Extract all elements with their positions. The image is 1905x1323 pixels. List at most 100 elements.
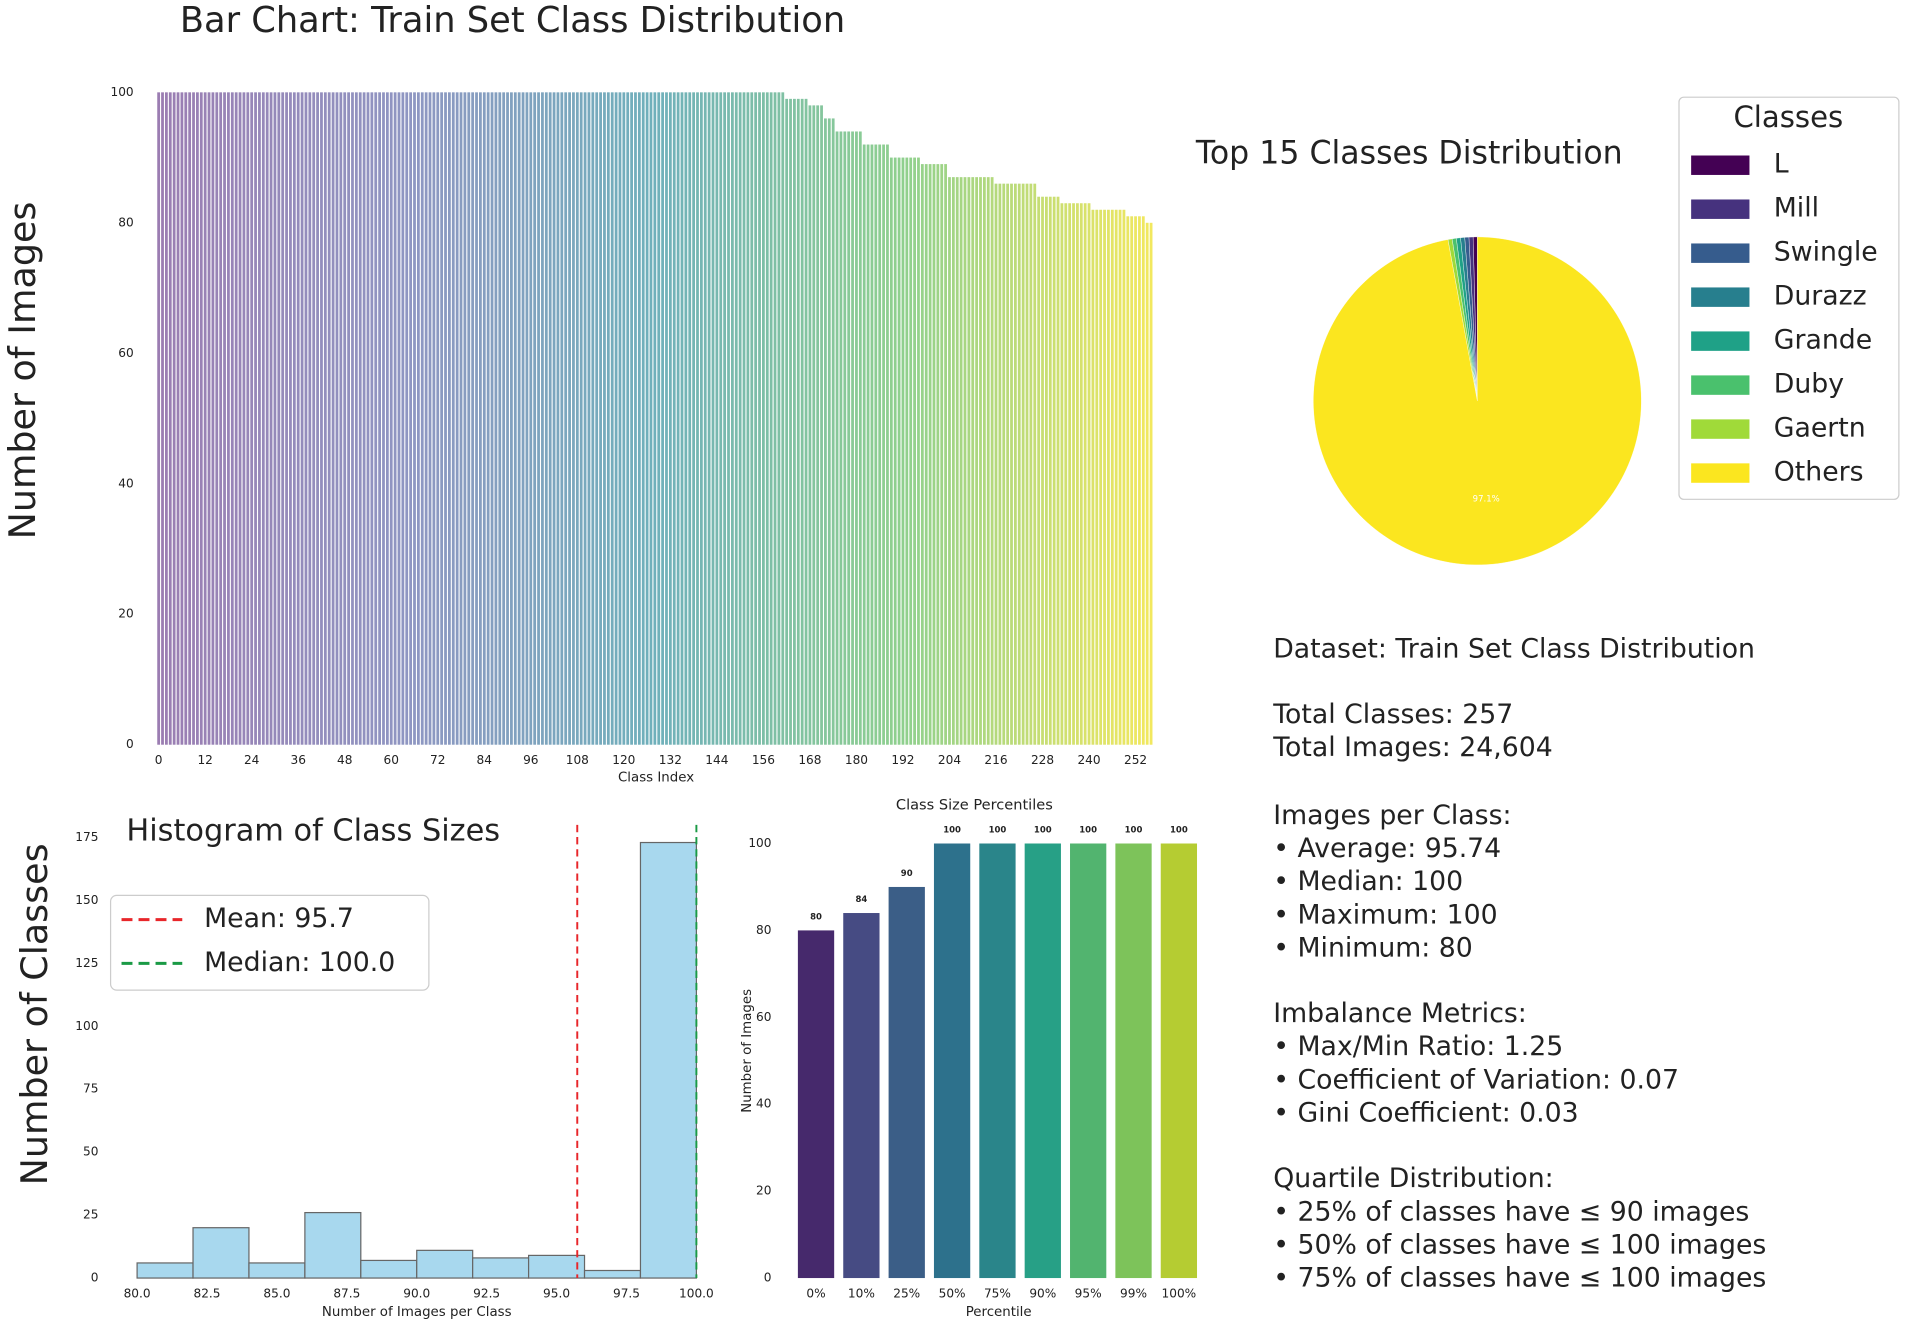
- x-tick-label: 90.0: [403, 1286, 430, 1300]
- bar: [230, 92, 234, 745]
- summary-line: Total Images: 24,604: [1272, 732, 1552, 763]
- bar: [862, 144, 866, 745]
- bar: [979, 843, 1016, 1279]
- histogram-bar: [360, 1259, 418, 1279]
- bar: [1025, 183, 1029, 745]
- bar: [599, 92, 602, 745]
- bar: [1024, 843, 1061, 1279]
- bar: [730, 92, 734, 745]
- y-tick-label: 0: [764, 1271, 772, 1285]
- bar: [157, 92, 161, 745]
- bar: [634, 92, 637, 745]
- y-tick-label: 50: [83, 1145, 98, 1159]
- bar: [754, 92, 758, 745]
- x-tick-label: 92.5: [473, 1286, 500, 1300]
- legend-label: Durazz: [1774, 281, 1867, 312]
- legend-swatch: [1691, 155, 1750, 175]
- bar: [258, 92, 261, 745]
- bar: [955, 177, 959, 745]
- y-tick-label: 80: [756, 923, 771, 937]
- bar: [285, 92, 288, 745]
- bar: [878, 144, 882, 745]
- bar: [401, 92, 405, 745]
- y-tick-label: 80: [118, 215, 133, 229]
- legend-label: Gaertn: [1774, 413, 1866, 444]
- summary-line: • 75% of classes have ≤ 100 images: [1273, 1263, 1766, 1294]
- y-tick-label: 60: [756, 1010, 771, 1024]
- bar: [665, 92, 668, 745]
- bar: [746, 92, 750, 745]
- bar: [897, 157, 901, 745]
- chart-title: Class Size Percentiles: [896, 796, 1053, 813]
- x-tick-label: 25%: [893, 1286, 920, 1300]
- bar: [459, 92, 463, 745]
- bar: [1033, 183, 1037, 745]
- bar: [529, 92, 533, 745]
- y-tick-label: 150: [75, 893, 98, 907]
- bar: [560, 92, 564, 745]
- bar: [188, 92, 192, 745]
- bar: [1095, 209, 1099, 745]
- bar: [180, 92, 184, 745]
- bar: [994, 183, 998, 745]
- bar: [909, 157, 913, 745]
- bar: [471, 92, 475, 745]
- bar: [982, 177, 986, 745]
- bar: [424, 92, 428, 745]
- bar: [1079, 203, 1083, 745]
- bar: [347, 92, 350, 745]
- bar: [990, 177, 994, 745]
- value-label: 100: [943, 826, 961, 836]
- bar: [932, 164, 936, 745]
- y-tick-label: 40: [756, 1097, 771, 1111]
- bar: [750, 92, 754, 745]
- bar: [1072, 203, 1075, 745]
- bar: [672, 92, 676, 745]
- bar: [882, 144, 885, 745]
- bar: [917, 157, 920, 745]
- bar: [866, 144, 870, 745]
- histogram-bar: [583, 1269, 642, 1279]
- bar: [176, 92, 180, 745]
- bar: [610, 92, 614, 745]
- bar: [382, 92, 385, 745]
- bar: [711, 92, 715, 745]
- y-tick-label: 0: [91, 1271, 99, 1285]
- bar: [211, 92, 215, 745]
- bar: [684, 92, 688, 745]
- bar: [971, 177, 975, 745]
- legend-swatch: [1691, 331, 1750, 351]
- bar: [327, 92, 331, 745]
- summary-line: • Maximum: 100: [1273, 899, 1497, 930]
- bar: [207, 92, 211, 745]
- x-tick-label: 87.5: [333, 1286, 360, 1300]
- bar: [1114, 209, 1118, 745]
- legend-swatch: [1691, 287, 1750, 307]
- bar: [630, 92, 633, 745]
- bar: [1130, 216, 1134, 745]
- x-tick-label: 108: [566, 753, 589, 767]
- x-tick-label: 180: [845, 753, 868, 767]
- summary-line: • Coefficient of Variation: 0.07: [1273, 1064, 1679, 1095]
- bar: [858, 131, 862, 745]
- value-label: 80: [810, 913, 822, 923]
- bar: [614, 92, 618, 745]
- bar: [490, 92, 494, 745]
- value-label: 100: [1034, 826, 1052, 836]
- bar: [242, 92, 246, 745]
- summary-line: • 25% of classes have ≤ 90 images: [1273, 1196, 1749, 1227]
- chart-title: Bar Chart: Train Set Class Distribution: [180, 0, 845, 41]
- bar: [475, 92, 478, 745]
- y-tick-label: 40: [118, 476, 133, 490]
- y-axis-label: Number of Classes: [13, 843, 56, 1185]
- y-tick-label: 175: [75, 830, 98, 844]
- bar: [727, 92, 730, 745]
- bar: [203, 92, 207, 745]
- bar: [463, 92, 467, 745]
- bar: [595, 92, 599, 745]
- bar: [389, 92, 393, 745]
- x-tick-label: 60: [384, 753, 399, 767]
- bar: [447, 92, 451, 745]
- bar: [734, 92, 738, 745]
- x-tick-label: 10%: [848, 1286, 875, 1300]
